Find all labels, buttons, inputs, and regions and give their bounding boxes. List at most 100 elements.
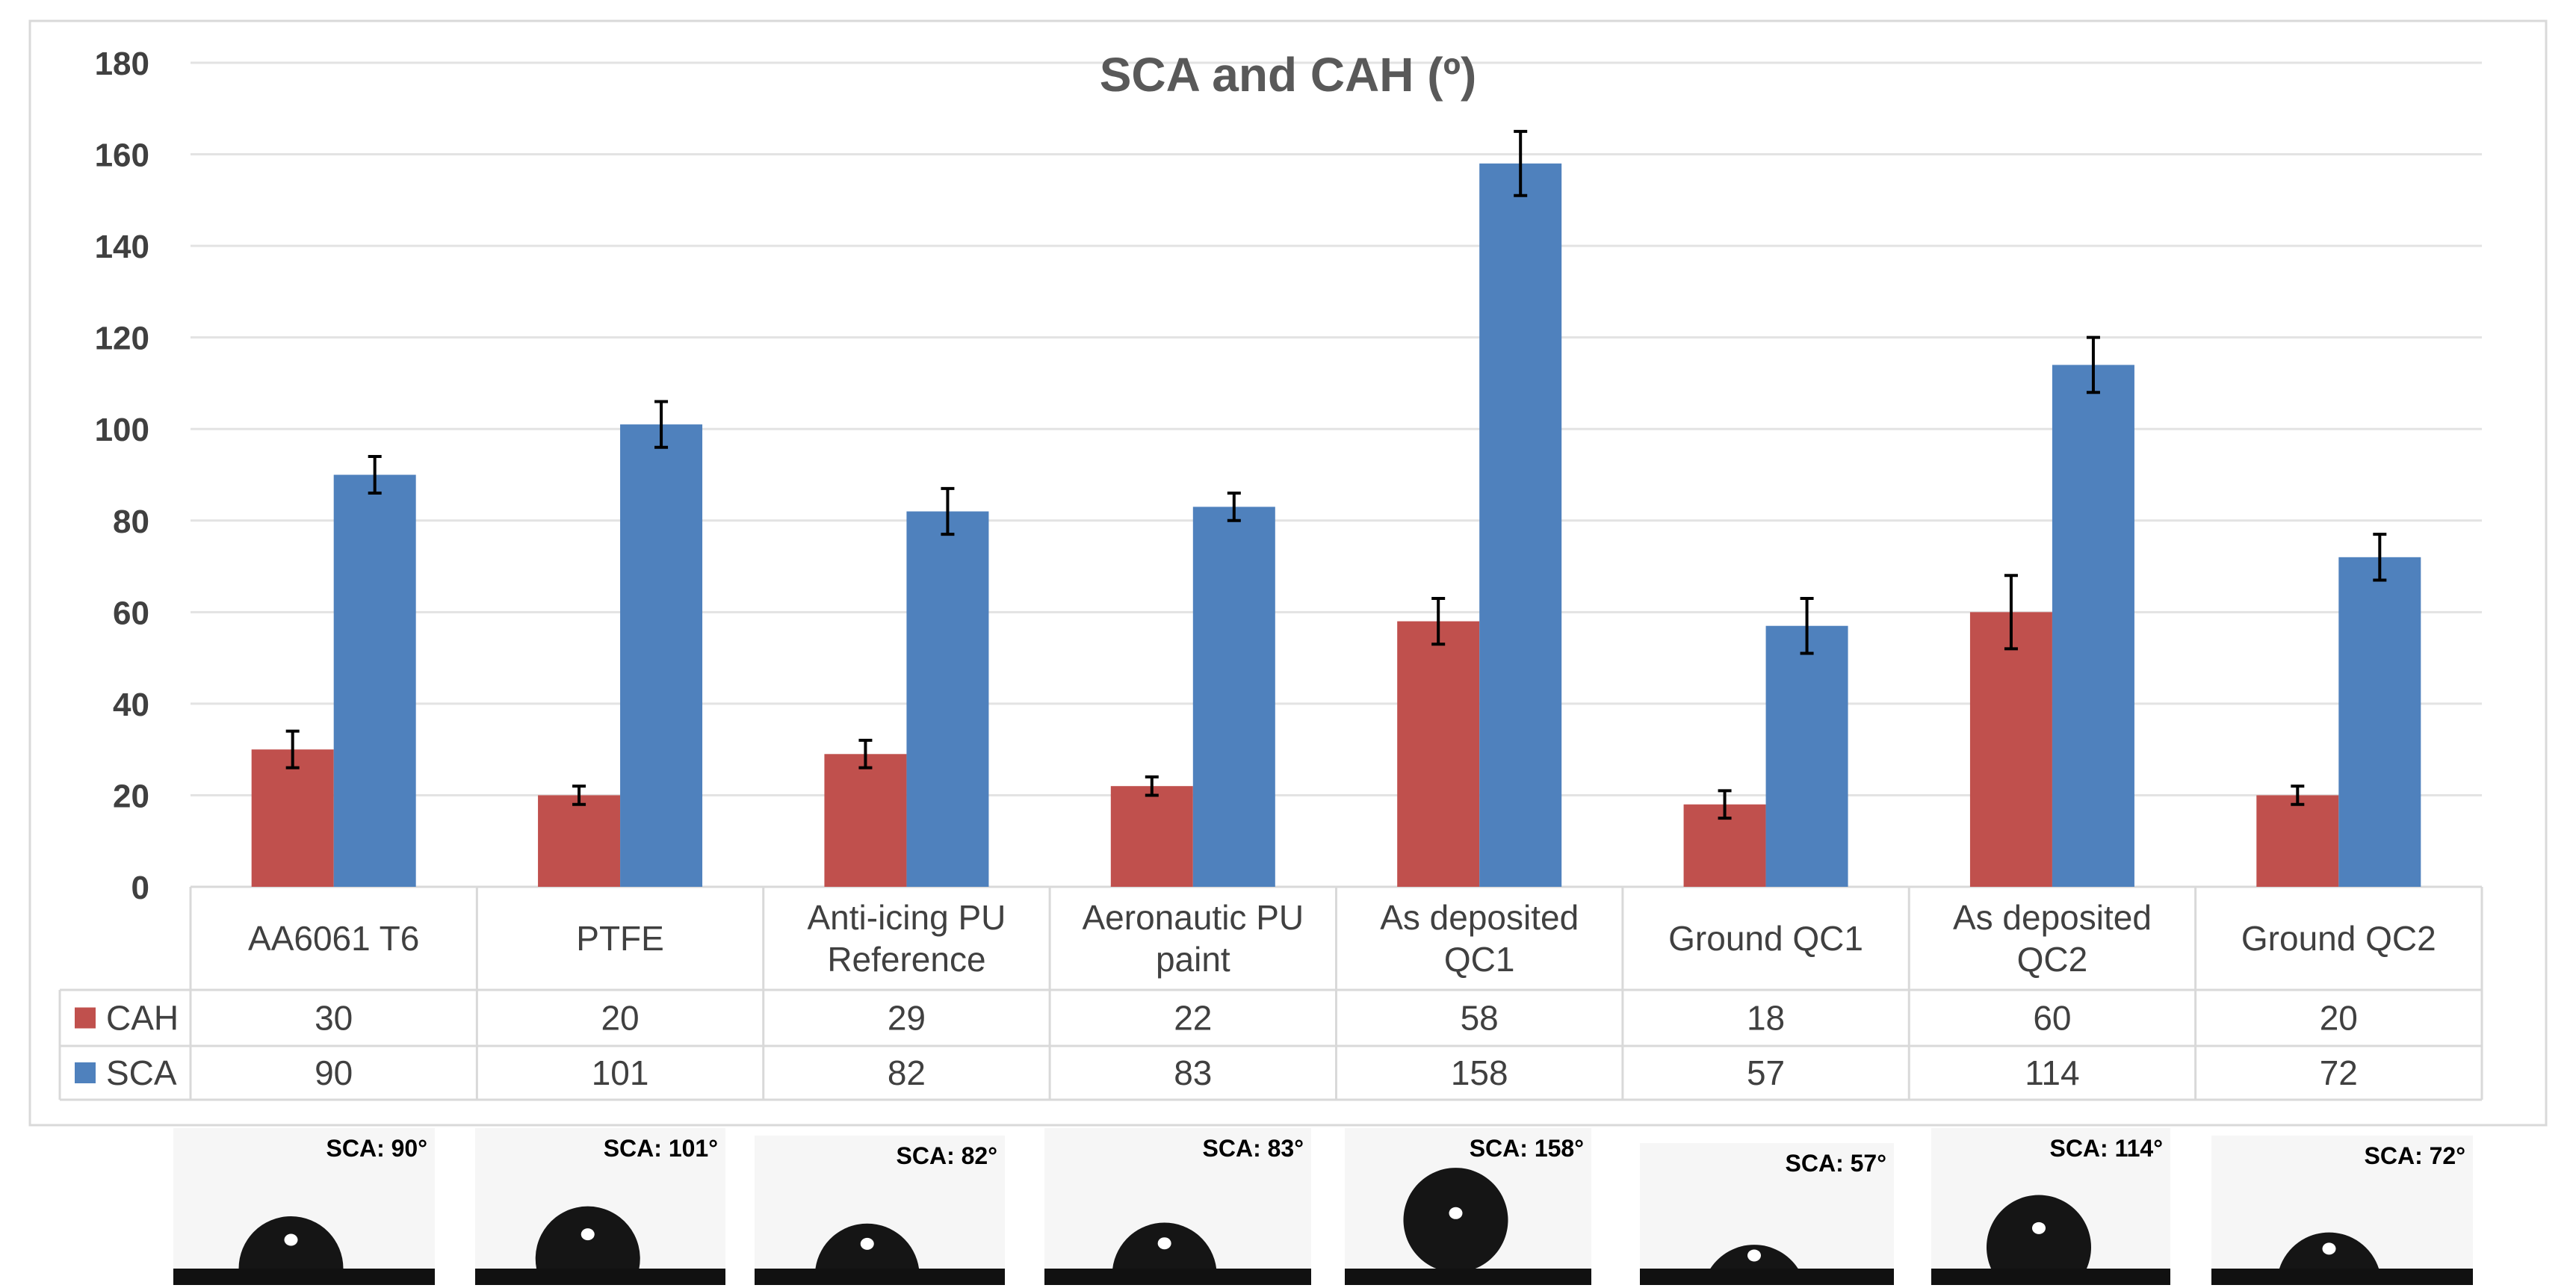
sca-photo-label: SCA: 57° <box>1786 1150 1887 1177</box>
bar-cah <box>1397 621 1480 887</box>
y-tick-label: 80 <box>113 504 149 540</box>
table-cell: 29 <box>888 999 926 1038</box>
y-tick-label: 20 <box>113 778 149 814</box>
category-label: QC1 <box>1444 940 1515 979</box>
sca-photo-label: SCA: 114° <box>2049 1135 2163 1162</box>
sca-photo-label: SCA: 72° <box>2365 1142 2466 1169</box>
table-cell: 58 <box>1461 999 1499 1038</box>
y-tick-label: 0 <box>131 870 149 906</box>
table-cell: 72 <box>2320 1053 2358 1092</box>
table-cell: 57 <box>1747 1053 1785 1092</box>
bar-cah <box>1969 612 2052 887</box>
legend-key-sca <box>75 1062 96 1083</box>
droplet-highlight <box>580 1228 595 1241</box>
category-label: As deposited <box>1380 898 1579 937</box>
bar-cah <box>2256 795 2339 887</box>
sca-photo-label: SCA: 82° <box>897 1142 998 1169</box>
droplet-photo: SCA: 83° <box>1044 1128 1311 1285</box>
y-tick-label: 40 <box>113 687 149 723</box>
droplet-highlight <box>284 1233 298 1246</box>
error-bar <box>1227 492 1241 522</box>
error-bar <box>1145 775 1159 797</box>
error-bar <box>1514 129 1528 197</box>
droplet-photo: SCA: 158° <box>1345 1128 1591 1285</box>
y-tick-label: 180 <box>95 46 149 82</box>
category-label: Reference <box>827 940 985 979</box>
table-cell: 18 <box>1747 999 1785 1038</box>
bar-sca <box>1192 507 1275 887</box>
error-bar <box>1431 596 1446 646</box>
droplet-highlight <box>1747 1249 1761 1262</box>
droplet-photo: SCA: 82° <box>755 1136 1005 1285</box>
table-cell: 82 <box>888 1053 926 1092</box>
bar-sca <box>2052 365 2134 887</box>
category-label: Ground QC1 <box>1668 919 1863 958</box>
droplet-highlight <box>2322 1242 2336 1255</box>
legend-label: SCA <box>106 1053 177 1092</box>
legend-key-cah <box>75 1007 96 1029</box>
bar-sca <box>333 474 416 887</box>
droplet-photo: SCA: 72° <box>2211 1136 2473 1285</box>
table-cell: 101 <box>592 1053 649 1092</box>
error-bar <box>858 738 873 770</box>
bar-cah <box>538 795 621 887</box>
error-bar <box>941 486 955 536</box>
y-tick-label: 140 <box>95 229 149 265</box>
table-cell: 60 <box>2033 999 2071 1038</box>
bar-cah <box>824 754 907 887</box>
sca-photo-label: SCA: 158° <box>1470 1135 1584 1162</box>
bar-sca <box>906 511 989 887</box>
table-cell: 20 <box>601 999 639 1038</box>
table-cell: 83 <box>1174 1053 1212 1092</box>
y-tick-label: 100 <box>95 412 149 448</box>
sca-photo-label: SCA: 83° <box>1203 1135 1304 1162</box>
category-label: PTFE <box>576 919 664 958</box>
category-label: Aeronautic PU <box>1083 898 1304 937</box>
bar-sca <box>620 424 703 887</box>
error-bar <box>2004 574 2018 651</box>
category-label: paint <box>1156 940 1230 979</box>
y-tick-label: 60 <box>113 595 149 631</box>
error-bar <box>2086 335 2100 394</box>
sca-photo-label: SCA: 90° <box>326 1135 428 1162</box>
legend-label: CAH <box>106 999 179 1038</box>
droplet-photo: SCA: 57° <box>1640 1143 1894 1285</box>
bar-cah <box>251 749 334 887</box>
bar-sca <box>1765 625 1848 887</box>
error-bar <box>654 400 669 449</box>
chart-title: SCA and CAH (º) <box>1100 48 1477 102</box>
error-bar <box>572 784 586 806</box>
error-bar <box>2373 533 2387 582</box>
category-label: Ground QC2 <box>2241 919 2436 958</box>
table-cell: 30 <box>315 999 353 1038</box>
bar-sca <box>1479 163 1562 888</box>
error-bar <box>1718 789 1732 820</box>
droplet-photo-strip: SCA: 90° SCA: 101° SCA: 82° SCA: 83° SCA: 15… <box>173 1128 2473 1285</box>
table-cell: 20 <box>2320 999 2358 1038</box>
droplet-highlight <box>1157 1237 1171 1250</box>
table-cell: 114 <box>2025 1053 2079 1092</box>
category-label: As deposited <box>1953 898 2152 937</box>
sca-photo-label: SCA: 101° <box>604 1135 718 1162</box>
droplet-highlight <box>860 1237 874 1250</box>
bars <box>251 129 2421 888</box>
droplet-photo: SCA: 114° <box>1931 1128 2170 1285</box>
category-label: QC2 <box>2017 940 2088 979</box>
y-tick-label: 120 <box>95 321 149 357</box>
droplet-photo: SCA: 101° <box>475 1128 725 1285</box>
error-bar <box>2291 784 2305 806</box>
error-bar <box>368 454 382 495</box>
bar-sca <box>2338 557 2421 887</box>
y-tick-label: 160 <box>95 137 149 174</box>
category-label: AA6061 T6 <box>248 919 419 958</box>
table-cell: 158 <box>1451 1053 1508 1092</box>
droplet-highlight <box>2032 1222 2046 1234</box>
table-cell: 22 <box>1174 999 1212 1038</box>
table-cell: 90 <box>315 1053 353 1092</box>
droplet-photo: SCA: 90° <box>173 1128 435 1285</box>
droplet-highlight <box>1449 1207 1463 1219</box>
error-bar <box>1800 596 1814 655</box>
error-bar <box>285 729 300 770</box>
